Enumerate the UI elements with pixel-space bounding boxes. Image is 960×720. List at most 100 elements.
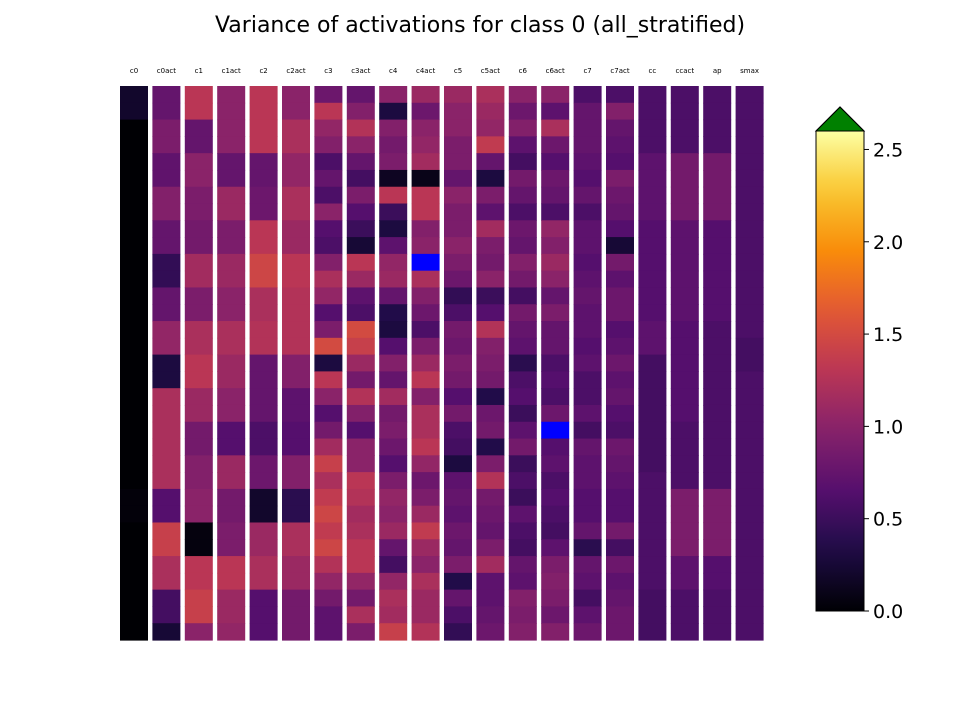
heatmap-cell bbox=[346, 438, 375, 456]
heatmap-cell bbox=[249, 371, 278, 389]
heatmap-cell bbox=[379, 220, 408, 238]
heatmap-cell bbox=[152, 539, 181, 557]
heatmap-cell bbox=[735, 304, 764, 322]
heatmap-cell bbox=[379, 371, 408, 389]
heatmap-cell bbox=[314, 321, 343, 339]
heatmap-cell bbox=[217, 220, 246, 238]
heatmap-cell bbox=[217, 237, 246, 255]
heatmap-cell bbox=[444, 354, 472, 372]
heatmap-cell bbox=[541, 186, 570, 205]
heatmap-cell bbox=[379, 606, 408, 624]
heatmap-cell bbox=[217, 102, 246, 121]
colorbar: 0.0 0.5 1.0 1.5 2.0 2.5 bbox=[814, 106, 903, 623]
heatmap-cell bbox=[476, 304, 505, 322]
heatmap-cell bbox=[379, 237, 408, 255]
heatmap-cell bbox=[184, 119, 213, 137]
heatmap-cell bbox=[282, 102, 310, 121]
column-label-c4act: c4act bbox=[416, 67, 435, 75]
heatmap-cell bbox=[541, 404, 570, 423]
heatmap-cell bbox=[703, 404, 732, 423]
heatmap-cell bbox=[638, 623, 667, 641]
heatmap-cell bbox=[411, 539, 440, 557]
heatmap-cell bbox=[411, 589, 440, 608]
heatmap-cell bbox=[152, 421, 181, 440]
heatmap-cell bbox=[217, 623, 246, 641]
heatmap-cell bbox=[346, 237, 375, 255]
colorbar-outline bbox=[815, 106, 865, 612]
heatmap-cell bbox=[411, 337, 440, 356]
heatmap-cell bbox=[703, 623, 732, 641]
heatmap-cell bbox=[476, 539, 505, 557]
heatmap-cell bbox=[314, 388, 343, 406]
heatmap-cell bbox=[152, 404, 181, 423]
heatmap-cell bbox=[703, 522, 732, 540]
heatmap-cell bbox=[282, 505, 310, 524]
column-c2 bbox=[249, 86, 278, 641]
heatmap-cell bbox=[573, 102, 602, 121]
column-label-c2act: c2act bbox=[286, 67, 305, 75]
heatmap-cell bbox=[735, 153, 764, 171]
heatmap-cell bbox=[120, 522, 148, 540]
heatmap-cell bbox=[735, 86, 764, 104]
heatmap-cell bbox=[703, 606, 732, 624]
heatmap-cell bbox=[120, 304, 148, 322]
heatmap-cell bbox=[606, 404, 634, 423]
heatmap-cell bbox=[735, 472, 764, 490]
heatmap-cell bbox=[411, 287, 440, 305]
heatmap-cell bbox=[314, 539, 343, 557]
heatmap-cell bbox=[314, 488, 343, 507]
heatmap-cell bbox=[379, 337, 408, 356]
heatmap-cell bbox=[573, 505, 602, 524]
heatmap-cell bbox=[573, 606, 602, 624]
heatmap-cell bbox=[346, 488, 375, 507]
heatmap-cell bbox=[282, 253, 310, 272]
heatmap-cell bbox=[346, 304, 375, 322]
heatmap-cell bbox=[670, 304, 699, 322]
heatmap-cell bbox=[314, 136, 343, 154]
heatmap-cell bbox=[573, 589, 602, 608]
heatmap-cell bbox=[703, 270, 732, 289]
heatmap-cell bbox=[573, 253, 602, 272]
heatmap-cell bbox=[476, 169, 505, 188]
column-label-smax: smax bbox=[740, 67, 759, 75]
heatmap-cell bbox=[249, 119, 278, 137]
heatmap-cell bbox=[152, 203, 181, 221]
heatmap-cell bbox=[379, 388, 408, 406]
heatmap-cell bbox=[606, 472, 634, 490]
heatmap-cell bbox=[476, 153, 505, 171]
heatmap-cell bbox=[670, 270, 699, 289]
heatmap-cell bbox=[346, 169, 375, 188]
heatmap-cell bbox=[314, 86, 343, 104]
heatmap-cell bbox=[152, 505, 181, 524]
heatmap-cell bbox=[152, 304, 181, 322]
heatmap-cell bbox=[217, 404, 246, 423]
heatmap-cell bbox=[703, 253, 732, 272]
heatmap-cell bbox=[476, 86, 505, 104]
heatmap-cell bbox=[606, 488, 634, 507]
heatmap-cell bbox=[476, 556, 505, 574]
heatmap-cell bbox=[508, 522, 537, 540]
heatmap-cell bbox=[573, 270, 602, 289]
heatmap-cell bbox=[411, 354, 440, 372]
heatmap-cell bbox=[444, 337, 472, 356]
heatmap-cell bbox=[606, 203, 634, 221]
heatmap-cell bbox=[638, 488, 667, 507]
heatmap-cell bbox=[638, 371, 667, 389]
heatmap-cell bbox=[282, 220, 310, 238]
heatmap-cell bbox=[217, 539, 246, 557]
heatmap-cell bbox=[152, 438, 181, 456]
heatmap-cell bbox=[444, 404, 472, 423]
heatmap-cell bbox=[249, 455, 278, 473]
heatmap-cell bbox=[411, 220, 440, 238]
column-label-c7: c7 bbox=[583, 67, 591, 75]
column-label-c2: c2 bbox=[259, 67, 267, 75]
heatmap-cell bbox=[541, 505, 570, 524]
heatmap-cell bbox=[282, 304, 310, 322]
heatmap-cell bbox=[346, 136, 375, 154]
heatmap-cell bbox=[379, 404, 408, 423]
heatmap-cell bbox=[703, 505, 732, 524]
heatmap-cell bbox=[217, 488, 246, 507]
heatmap-cell bbox=[606, 119, 634, 137]
heatmap-cell bbox=[346, 203, 375, 221]
heatmap-cell bbox=[573, 455, 602, 473]
